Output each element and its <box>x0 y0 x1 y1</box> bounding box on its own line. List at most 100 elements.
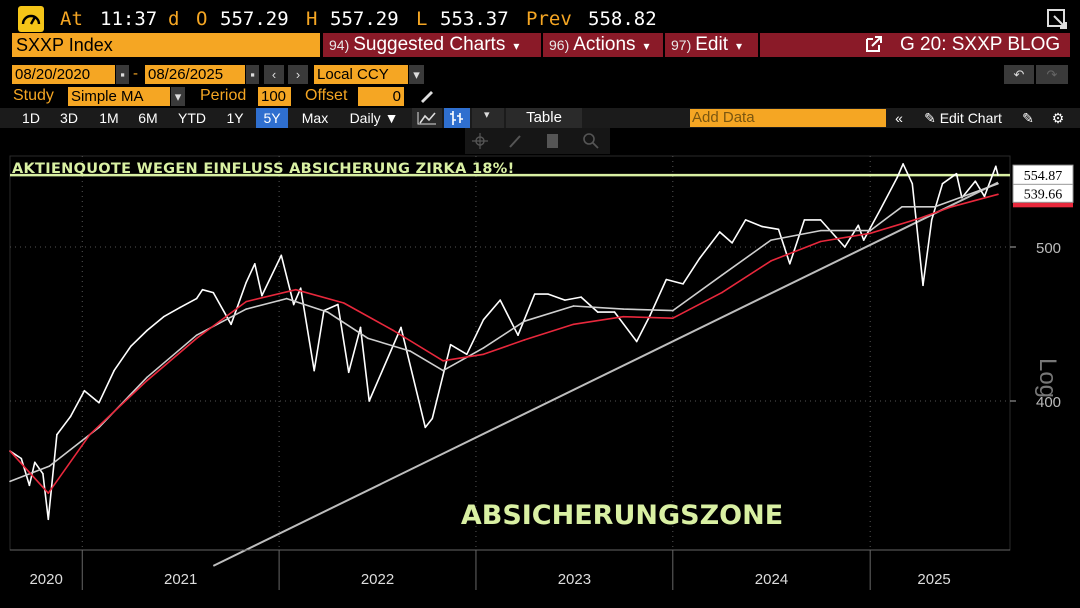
ticker-field[interactable]: SXXP Index <box>12 33 320 57</box>
data-point-price <box>162 315 165 318</box>
series-ma_slow <box>9 193 999 495</box>
data-point-price <box>803 219 806 221</box>
edit-chart-label: Edit Chart <box>939 110 1002 126</box>
gauge-icon[interactable] <box>18 6 44 32</box>
data-point-price <box>995 165 997 168</box>
data-point-price <box>28 484 31 487</box>
edit-layout-icon[interactable]: ✎ <box>1022 110 1034 126</box>
annotation-top: AKTIENQUOTE WEGEN EINFLUSS ABSICHERUNG Z… <box>12 161 514 177</box>
data-point-ma_fast <box>523 320 526 323</box>
currency-select[interactable]: Local CCY <box>314 65 408 84</box>
calendar-icon[interactable]: ▪ <box>116 65 129 84</box>
crosshair-icon[interactable] <box>472 133 488 149</box>
double-chevron-left-icon[interactable]: « <box>895 110 903 126</box>
offset-label: Offset <box>305 87 348 104</box>
bar-chart-icon[interactable] <box>444 108 470 128</box>
data-point-ma_slow <box>9 450 11 452</box>
data-point-ma_slow <box>195 337 198 340</box>
chevron-right-icon[interactable]: › <box>288 65 308 84</box>
line-chart-icon[interactable] <box>412 108 442 128</box>
data-point-ma_slow <box>950 205 953 208</box>
data-point-price <box>424 426 427 429</box>
data-point-price <box>280 254 283 257</box>
data-point-price <box>83 389 86 392</box>
study-select[interactable]: Simple MA <box>68 87 170 106</box>
low-label: L <box>416 8 428 30</box>
data-point-ma_fast <box>622 308 624 310</box>
data-point-ma_slow <box>47 492 50 494</box>
data-point-price <box>564 299 566 301</box>
data-point-price <box>844 246 846 248</box>
chevron-left-icon[interactable]: ‹ <box>264 65 284 84</box>
x-tick-label: 2025 <box>917 571 950 588</box>
data-point-price <box>465 353 468 356</box>
data-point-price <box>292 303 295 306</box>
data-point-price <box>56 433 58 436</box>
data-point-ma_fast <box>572 305 575 307</box>
calculator-icon[interactable] <box>547 134 558 148</box>
table-label: Table <box>526 109 562 126</box>
chart-title-bar[interactable]: G 20: SXXP BLOG <box>760 33 1070 57</box>
popout-icon[interactable] <box>1046 8 1070 35</box>
data-point-ma_slow <box>997 193 999 196</box>
calendar-icon[interactable]: ▪ <box>246 65 259 84</box>
data-point-price <box>761 225 764 228</box>
low-value: 553.37 <box>440 8 509 30</box>
price-chart[interactable]: 400 500 2020 2021 2022 2023 2024 2025 554.87 539.… <box>0 128 1080 608</box>
pencil-icon[interactable] <box>418 88 436 109</box>
data-point-price <box>580 296 582 298</box>
frequency-select[interactable]: Daily ▼ <box>342 108 406 128</box>
data-point-price <box>665 278 668 281</box>
data-point-price <box>42 472 44 475</box>
series-price <box>9 163 999 521</box>
start-date-field[interactable]: 08/20/2020 <box>12 65 115 84</box>
suggested-charts-menu[interactable]: 94) Suggested Charts ▾ <box>323 33 541 57</box>
external-link-icon[interactable] <box>864 36 884 61</box>
data-point-ma_fast <box>367 337 369 340</box>
range-3d[interactable]: 3D <box>60 110 78 126</box>
range-5y[interactable]: 5Y <box>256 108 288 128</box>
end-date-field[interactable]: 08/26/2025 <box>145 65 245 84</box>
actions-menu[interactable]: 96) Actions ▾ <box>543 33 663 57</box>
data-point-price <box>34 461 36 464</box>
data-point-ma_slow <box>295 288 297 291</box>
data-point-price <box>69 415 72 418</box>
data-point-ma_slow <box>245 300 248 303</box>
caret-down-icon[interactable]: ▾ <box>472 108 504 128</box>
caret-down-icon: ▾ <box>513 39 520 53</box>
edit-menu[interactable]: 97) Edit ▾ <box>665 33 758 57</box>
trendline <box>212 181 999 567</box>
data-point-ma_fast <box>409 350 411 352</box>
pen-tool-icon[interactable] <box>509 135 521 148</box>
period-field[interactable]: 100 <box>258 87 291 106</box>
caret-down-icon[interactable]: ▾ <box>409 65 424 84</box>
caret-down-icon[interactable]: ▾ <box>171 87 185 106</box>
search-icon[interactable] <box>583 133 599 149</box>
edit-chart-button[interactable]: ✎ Edit Chart <box>916 108 1010 128</box>
data-point-ma_fast <box>195 334 198 337</box>
range-1y[interactable]: 1Y <box>226 110 244 126</box>
redo-icon[interactable]: ↷ <box>1036 65 1068 84</box>
offset-field[interactable]: 0 <box>358 87 404 106</box>
range-1d[interactable]: 1D <box>22 110 40 126</box>
data-point-price <box>245 281 248 284</box>
table-button[interactable]: Table <box>506 108 582 128</box>
range-ytd[interactable]: YTD <box>178 110 206 126</box>
range-6m[interactable]: 6M <box>138 110 158 126</box>
data-point-price <box>997 174 999 176</box>
data-point-ma_slow <box>721 291 723 294</box>
data-point-price <box>130 345 132 348</box>
range-max[interactable]: Max <box>301 110 329 126</box>
data-point-price <box>896 176 898 179</box>
data-point-ma_slow <box>672 317 674 319</box>
actions-num: 96) <box>549 37 570 53</box>
data-point-ma_fast <box>721 274 723 276</box>
data-point-ma_fast <box>146 376 148 379</box>
range-1m[interactable]: 1M <box>99 110 119 126</box>
plot-area <box>9 155 1011 551</box>
data-point-price <box>974 180 977 183</box>
undo-icon[interactable]: ↶ <box>1004 65 1034 84</box>
data-point-price <box>113 369 115 372</box>
add-data-input[interactable]: Add Data <box>690 109 886 127</box>
settings-gear-icon[interactable]: ⚙ <box>1051 110 1065 126</box>
